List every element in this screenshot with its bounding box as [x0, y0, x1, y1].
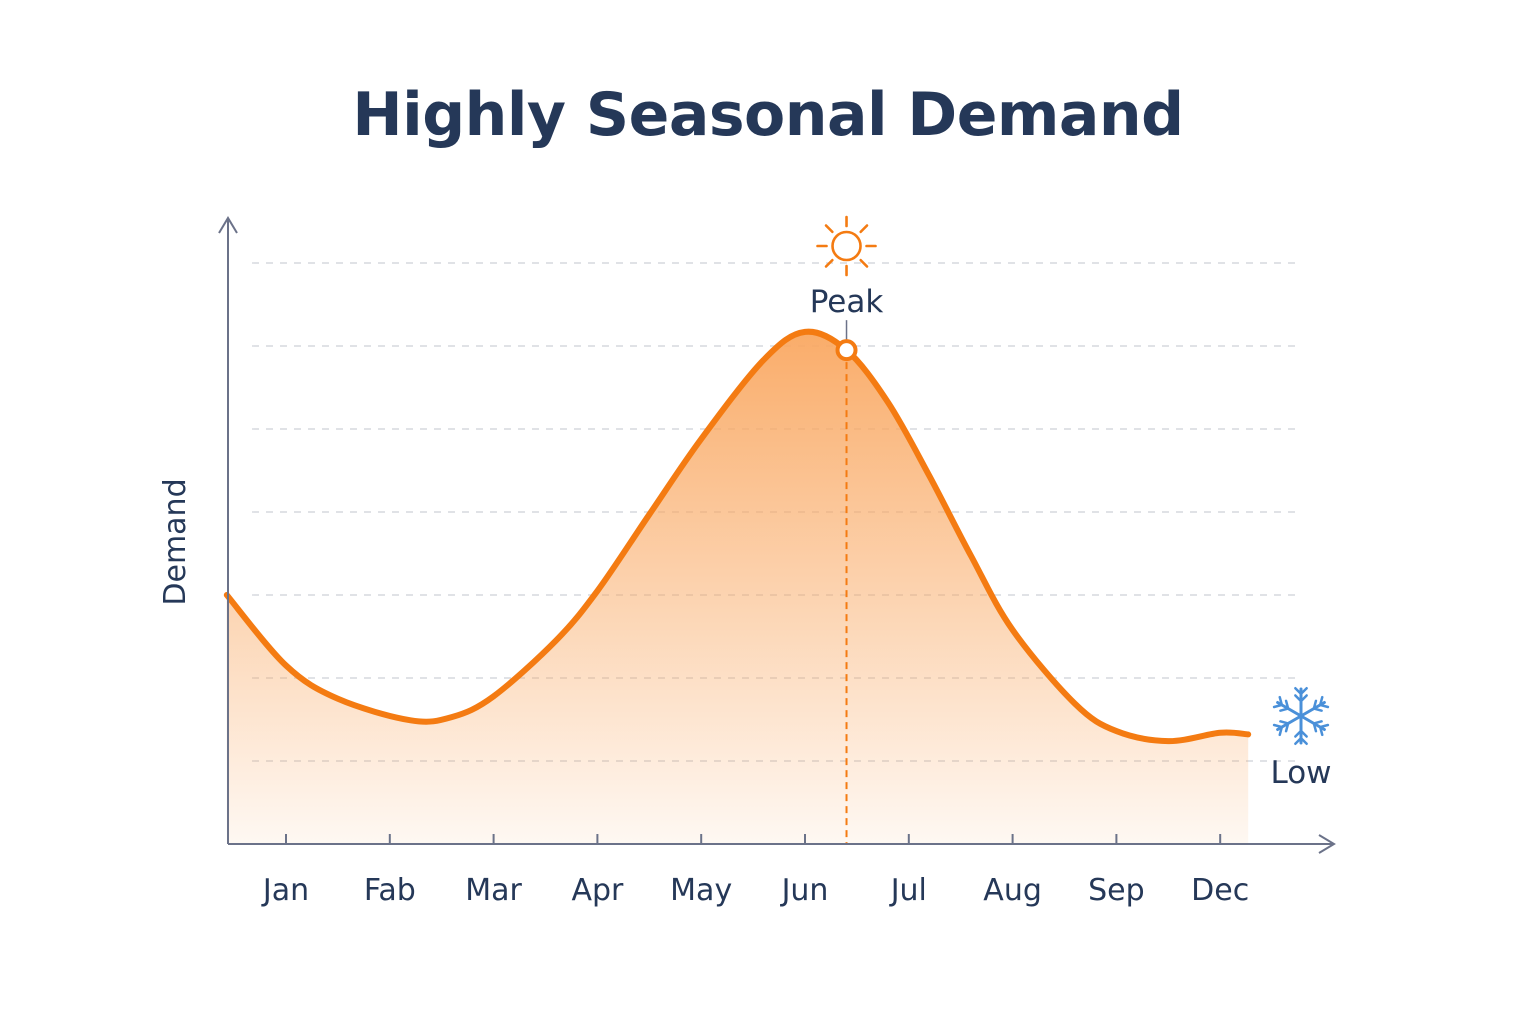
x-tick-label: May	[670, 873, 732, 908]
axes	[218, 216, 1336, 854]
chart-title: Highly Seasonal Demand	[352, 80, 1184, 150]
x-tick-labels: Jan Fab Mar Apr May Jun Jul Aug Sep Dec	[261, 873, 1249, 908]
x-tick-label: Apr	[571, 873, 624, 908]
x-tick-label: Aug	[983, 873, 1042, 908]
x-tick-label: Jun	[780, 873, 829, 908]
x-tick-label: Mar	[465, 873, 522, 908]
snowflake-icon	[1272, 686, 1330, 746]
y-axis-arrow	[218, 216, 238, 234]
x-axis-arrow	[1318, 834, 1336, 854]
x-tick-label: Dec	[1191, 873, 1249, 908]
y-axis-title: Demand	[158, 478, 193, 605]
x-tick-label: Sep	[1088, 873, 1145, 908]
x-tick-label: Jan	[261, 873, 309, 908]
peak-label: Peak	[810, 284, 884, 320]
demand-area-fill	[226, 331, 1249, 844]
peak-point	[835, 339, 858, 362]
x-tick-label: Jul	[889, 873, 927, 908]
low-label: Low	[1270, 755, 1331, 791]
sun-icon	[816, 215, 877, 277]
demand-series-line	[223, 328, 1252, 745]
x-ticks	[285, 834, 1222, 844]
x-tick-label: Fab	[364, 873, 416, 908]
